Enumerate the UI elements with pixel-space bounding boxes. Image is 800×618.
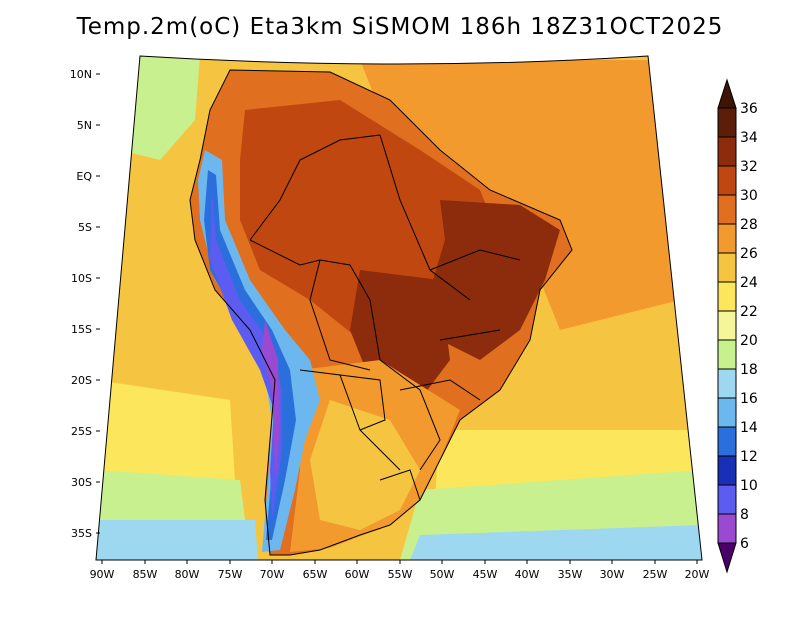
colorbar-label: 14 bbox=[740, 420, 758, 436]
lat-axis bbox=[96, 73, 100, 534]
lon-label: 65W bbox=[303, 568, 328, 581]
lon-label: 20W bbox=[685, 568, 710, 581]
lon-label: 45W bbox=[473, 568, 498, 581]
lon-label: 55W bbox=[388, 568, 413, 581]
colorbar-labels: 36 34 32 30 28 26 24 22 20 18 16 14 12 1… bbox=[740, 101, 758, 552]
colorbar: 36 34 32 30 28 26 24 22 20 18 16 14 12 1… bbox=[717, 78, 758, 574]
colorbar-min-arrow bbox=[717, 542, 737, 574]
map-title: Temp.2m(oC) Eta3km SiSMOM 186h 18Z31OCT2… bbox=[76, 14, 724, 40]
pampas-cool bbox=[310, 400, 420, 530]
colorbar-label: 32 bbox=[740, 159, 758, 175]
colorbar-label: 8 bbox=[740, 507, 749, 523]
colorbar-label: 28 bbox=[740, 217, 758, 233]
lat-label: 25S bbox=[71, 425, 92, 438]
lat-label: 5S bbox=[78, 221, 92, 234]
lon-label: 80W bbox=[175, 568, 200, 581]
lat-label: 10S bbox=[71, 272, 92, 285]
lon-label: 90W bbox=[90, 568, 115, 581]
lat-label: 15S bbox=[71, 323, 92, 336]
lon-label: 75W bbox=[218, 568, 243, 581]
colorbar-label: 24 bbox=[740, 275, 758, 291]
brazil-north-border bbox=[249, 134, 381, 241]
colorbar-box bbox=[717, 513, 737, 544]
lon-labels: 90W 85W 80W 75W 70W 65W 60W 55W 50W 45W … bbox=[90, 568, 710, 581]
colorbar-box bbox=[717, 426, 737, 457]
colorbar-label: 36 bbox=[740, 101, 758, 117]
lat-label: 5N bbox=[77, 119, 92, 132]
brazil-border bbox=[249, 239, 441, 471]
colorbar-label: 18 bbox=[740, 362, 758, 378]
coastline bbox=[189, 69, 573, 556]
andes-peaks bbox=[210, 190, 282, 520]
lat-label: 20S bbox=[71, 374, 92, 387]
lon-label: 30W bbox=[600, 568, 625, 581]
temperature-field bbox=[96, 56, 702, 560]
lon-label: 50W bbox=[430, 568, 455, 581]
lat-labels: 10N 5N EQ 5S 10S 15S 20S 25S 30S 35S bbox=[70, 68, 93, 540]
northeast-hottest bbox=[430, 200, 560, 360]
colorbar-label: 30 bbox=[740, 188, 758, 204]
colorbar-label: 26 bbox=[740, 246, 758, 262]
domain-outline bbox=[95, 55, 703, 561]
colorbar-box bbox=[717, 223, 737, 254]
colorbar-box bbox=[717, 252, 737, 283]
andes-summits bbox=[262, 320, 280, 480]
argentina-border bbox=[299, 369, 401, 471]
colorbar-box bbox=[717, 136, 737, 167]
uruguay-border bbox=[379, 469, 421, 501]
lon-label: 70W bbox=[260, 568, 285, 581]
colorbar-label: 10 bbox=[740, 478, 758, 494]
colorbar-label: 22 bbox=[740, 304, 758, 320]
lon-label: 60W bbox=[345, 568, 370, 581]
colorbar-max-arrow bbox=[717, 78, 737, 109]
lon-label: 35W bbox=[558, 568, 583, 581]
colorbar-box bbox=[717, 397, 737, 428]
lat-label: 35S bbox=[71, 527, 92, 540]
south-atlantic-coolest bbox=[410, 525, 702, 560]
lon-axis bbox=[101, 560, 698, 564]
lon-label: 25W bbox=[643, 568, 668, 581]
pacific-south-coolest bbox=[96, 520, 258, 560]
bolivia-border bbox=[309, 259, 371, 371]
colorbar-box bbox=[717, 455, 737, 486]
colorbar-box bbox=[717, 281, 737, 312]
state-borders bbox=[379, 134, 521, 401]
colorbar-box bbox=[717, 339, 737, 370]
colorbar-box bbox=[717, 484, 737, 515]
colorbar-label: 12 bbox=[740, 449, 758, 465]
lon-label: 40W bbox=[515, 568, 540, 581]
colorbar-box bbox=[717, 165, 737, 196]
colorbar-label: 34 bbox=[740, 130, 758, 146]
colorbar-label: 6 bbox=[740, 536, 749, 552]
colorbar-box bbox=[717, 107, 737, 138]
lat-label: EQ bbox=[76, 170, 92, 183]
colorbar-label: 16 bbox=[740, 391, 758, 407]
lat-label: 10N bbox=[70, 68, 92, 81]
lon-label: 85W bbox=[133, 568, 158, 581]
colorbar-label: 20 bbox=[740, 333, 758, 349]
andes-core bbox=[204, 170, 296, 540]
colorbar-box bbox=[717, 368, 737, 399]
colorbar-box bbox=[717, 310, 737, 341]
atlantic-warm bbox=[360, 60, 680, 330]
colorbar-box bbox=[717, 194, 737, 225]
colorbar-boxes bbox=[717, 107, 737, 544]
lat-label: 30S bbox=[71, 476, 92, 489]
country-borders bbox=[189, 69, 573, 556]
paraguay-border bbox=[339, 374, 386, 431]
pacific-north-cool bbox=[120, 56, 200, 160]
